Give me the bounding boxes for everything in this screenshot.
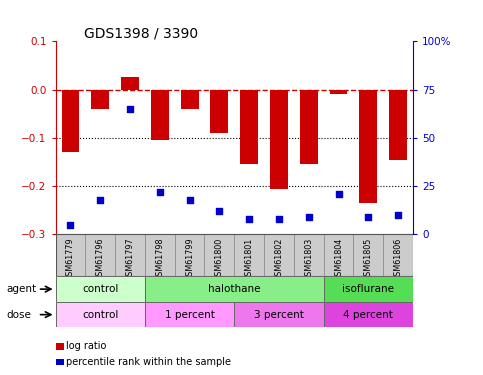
- Bar: [359, 90, 377, 203]
- Text: isoflurane: isoflurane: [342, 284, 394, 294]
- Text: control: control: [82, 284, 118, 294]
- Bar: [294, 234, 324, 276]
- Bar: [121, 78, 139, 90]
- Text: GSM61805: GSM61805: [364, 238, 373, 281]
- Bar: [151, 90, 169, 140]
- Point: [67, 222, 74, 228]
- Bar: [383, 234, 413, 276]
- Bar: [234, 234, 264, 276]
- Bar: [354, 234, 383, 276]
- Bar: [56, 234, 85, 276]
- Text: 1 percent: 1 percent: [165, 310, 214, 320]
- Point: [185, 196, 193, 202]
- Bar: [211, 90, 228, 133]
- Point: [97, 196, 104, 202]
- Point: [394, 212, 402, 218]
- Bar: [240, 90, 258, 164]
- Bar: [329, 90, 347, 94]
- Text: GSM61779: GSM61779: [66, 238, 75, 281]
- Bar: [270, 90, 288, 189]
- Text: GSM61803: GSM61803: [304, 238, 313, 281]
- Bar: [56, 276, 145, 302]
- Text: GSM61801: GSM61801: [245, 238, 254, 281]
- Text: log ratio: log ratio: [66, 341, 107, 351]
- Bar: [61, 90, 79, 152]
- Text: control: control: [82, 310, 118, 320]
- Bar: [204, 234, 234, 276]
- Text: GSM61806: GSM61806: [394, 238, 402, 281]
- Bar: [175, 234, 204, 276]
- Point: [364, 214, 372, 220]
- Text: GSM61797: GSM61797: [126, 238, 134, 281]
- Bar: [264, 234, 294, 276]
- Bar: [324, 302, 413, 327]
- Point: [156, 189, 164, 195]
- Bar: [181, 90, 199, 109]
- Text: GSM61802: GSM61802: [274, 238, 284, 281]
- Point: [245, 216, 253, 222]
- Bar: [145, 276, 324, 302]
- Bar: [234, 302, 324, 327]
- Text: GSM61800: GSM61800: [215, 238, 224, 281]
- Text: GSM61798: GSM61798: [156, 238, 164, 281]
- Text: agent: agent: [7, 284, 37, 294]
- Bar: [145, 302, 234, 327]
- Text: GDS1398 / 3390: GDS1398 / 3390: [84, 26, 198, 40]
- Bar: [324, 276, 413, 302]
- Bar: [300, 90, 318, 164]
- Bar: [115, 234, 145, 276]
- Bar: [85, 234, 115, 276]
- Point: [335, 191, 342, 197]
- Point: [275, 216, 283, 222]
- Text: 3 percent: 3 percent: [254, 310, 304, 320]
- Text: halothane: halothane: [208, 284, 260, 294]
- Text: 4 percent: 4 percent: [343, 310, 393, 320]
- Text: GSM61799: GSM61799: [185, 238, 194, 281]
- Text: GSM61804: GSM61804: [334, 238, 343, 281]
- Bar: [324, 234, 354, 276]
- Bar: [389, 90, 407, 159]
- Point: [305, 214, 313, 220]
- Bar: [145, 234, 175, 276]
- Text: percentile rank within the sample: percentile rank within the sample: [66, 357, 231, 367]
- Text: GSM61796: GSM61796: [96, 238, 105, 281]
- Bar: [91, 90, 109, 109]
- Point: [126, 106, 134, 112]
- Bar: [56, 302, 145, 327]
- Text: dose: dose: [7, 310, 32, 320]
- Point: [215, 208, 223, 214]
